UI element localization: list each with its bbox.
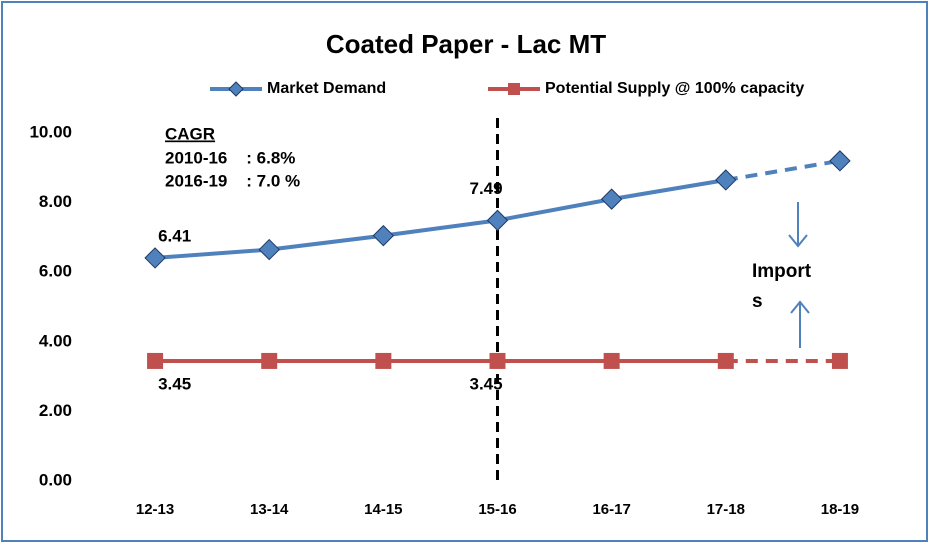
- y-tick-label: 0.00: [39, 470, 72, 489]
- cagr-line: 2016-19 : 7.0 %: [165, 171, 300, 190]
- imports-label: Import: [752, 261, 812, 282]
- marker: [831, 352, 848, 369]
- chart-title: Coated Paper - Lac MT: [326, 29, 606, 59]
- marker: [261, 352, 278, 369]
- x-tick-label: 18-19: [821, 501, 859, 518]
- y-tick-label: 10.00: [29, 122, 72, 141]
- legend-marker: [228, 81, 244, 97]
- legend-label: Potential Supply @ 100% capacity: [545, 80, 804, 97]
- marker: [375, 352, 392, 369]
- y-tick-label: 2.00: [39, 401, 72, 420]
- y-tick-label: 4.00: [39, 331, 72, 350]
- x-tick-label: 16-17: [592, 501, 630, 518]
- x-tick-label: 15-16: [478, 501, 516, 518]
- legend-marker: [508, 83, 520, 95]
- data-label: 3.45: [158, 374, 191, 393]
- marker: [715, 169, 737, 191]
- y-tick-label: 8.00: [39, 192, 72, 211]
- x-tick-label: 12-13: [136, 501, 174, 518]
- series-line: [154, 178, 727, 260]
- cagr-title: CAGR: [165, 124, 215, 143]
- data-label: 3.45: [470, 374, 503, 393]
- marker: [603, 352, 620, 369]
- imports-label: s: [752, 291, 763, 312]
- marker: [489, 352, 506, 369]
- marker: [372, 224, 395, 247]
- data-label: 6.41: [158, 226, 191, 245]
- x-tick-label: 17-18: [707, 501, 745, 518]
- marker: [600, 188, 623, 210]
- series-line: [725, 158, 841, 182]
- arrow: [790, 300, 810, 348]
- marker: [147, 352, 164, 369]
- data-label: 7.49: [470, 179, 503, 198]
- x-tick-label: 13-14: [250, 501, 289, 518]
- marker: [717, 352, 734, 369]
- marker: [144, 247, 166, 269]
- legend-label: Market Demand: [267, 80, 386, 97]
- x-tick-label: 14-15: [364, 501, 402, 518]
- arrow: [788, 202, 808, 248]
- marker: [486, 209, 509, 232]
- marker: [258, 238, 280, 261]
- y-tick-label: 6.00: [39, 262, 72, 281]
- marker: [829, 150, 851, 172]
- cagr-line: 2010-16 : 6.8%: [165, 148, 295, 167]
